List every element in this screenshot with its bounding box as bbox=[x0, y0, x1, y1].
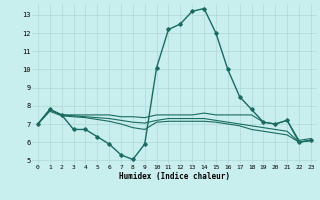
X-axis label: Humidex (Indice chaleur): Humidex (Indice chaleur) bbox=[119, 172, 230, 181]
